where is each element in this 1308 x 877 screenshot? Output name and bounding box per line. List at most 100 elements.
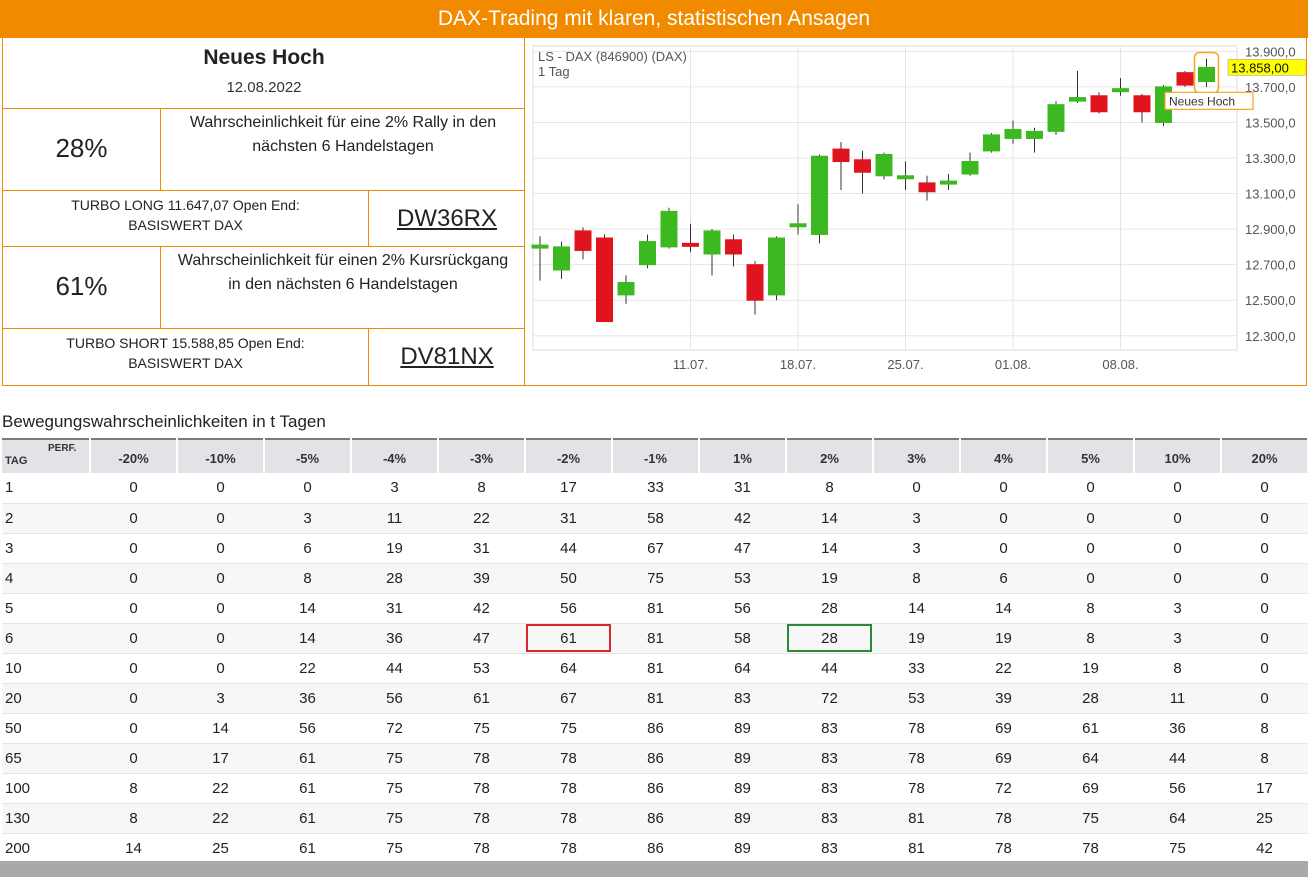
table-cell: 89	[699, 803, 786, 834]
table-row: 6 0 0 14 36 47 61 81 58 28 19 19 8 3 0	[2, 623, 1308, 654]
decline-probability-row: 61% Wahrscheinlichkeit für einen 2% Kurs…	[3, 247, 525, 329]
candle	[961, 152, 979, 176]
y-tick-label: 12.700,0	[1245, 258, 1296, 273]
candle-body-up	[961, 161, 979, 175]
signal-date: 12.08.2022	[226, 79, 302, 96]
candle-body-up	[1069, 97, 1086, 102]
table-cell: 28	[351, 563, 438, 594]
table-cell: 75	[525, 713, 612, 744]
table-cell: 78	[1047, 833, 1134, 864]
table-row: 5 0 0 14 31 42 56 81 56 28 14 14 8 3 0	[2, 593, 1308, 624]
table-cell: 0	[177, 563, 264, 594]
candle	[1047, 101, 1065, 135]
candle-body-up	[531, 244, 549, 249]
long-product-line1: TURBO LONG 11.647,07 Open End:	[71, 197, 300, 213]
plot-frame	[532, 45, 1238, 351]
table-cell: 50	[525, 563, 612, 594]
table-cell: 3	[873, 533, 960, 564]
table-cell: 64	[1047, 743, 1134, 774]
table-cell: 0	[90, 473, 177, 504]
table-cell: 64	[1134, 803, 1221, 834]
table-cell: 86	[612, 833, 699, 864]
row-day-label: 1	[2, 473, 90, 504]
table-cell: 22	[177, 773, 264, 804]
column-header: -3%	[438, 438, 526, 473]
table-cell: 39	[438, 563, 525, 594]
table-cell: 14	[786, 503, 873, 534]
table-cell: 75	[351, 773, 438, 804]
table-cell: 83	[786, 773, 873, 804]
candle	[1133, 94, 1151, 123]
table-cell: 83	[786, 713, 873, 744]
table-cell: 53	[438, 653, 525, 684]
table-cell: 0	[90, 743, 177, 774]
candle-body-down	[596, 237, 613, 323]
candle	[1176, 70, 1194, 87]
table-cell: 17	[525, 473, 612, 504]
table-cell: 19	[1047, 653, 1134, 684]
table-cell: 58	[612, 503, 699, 534]
table-cell: 14	[873, 593, 960, 624]
table-cell: 0	[264, 473, 351, 504]
table-cell: 81	[612, 653, 699, 684]
decline-probability-description: Wahrscheinlichkeit für einen 2% Kursrück…	[161, 247, 525, 328]
table-cell: 81	[612, 623, 699, 654]
table-cell: 0	[177, 623, 264, 654]
table-cell: 8	[264, 563, 351, 594]
table-cell: 19	[960, 623, 1047, 654]
table-cell: 22	[177, 803, 264, 834]
candle	[746, 261, 764, 315]
table-cell: 78	[438, 743, 525, 774]
table-header-row: PERF. TAG -20% -10% -5% -4% -3% -2% -1% 1% 2% 3% 4…	[2, 438, 1308, 473]
table-cell: 78	[438, 833, 525, 864]
table-cell: 8	[1047, 593, 1134, 624]
rally-desc-line2: nächsten 6 Handelstagen	[252, 138, 434, 155]
table-cell: 14	[786, 533, 873, 564]
row-day-label: 50	[2, 713, 90, 744]
annotation-label: Neues Hoch	[1169, 94, 1235, 108]
last-price-box	[1227, 59, 1306, 76]
annotation-box	[1164, 91, 1254, 110]
table-cell: 0	[90, 503, 177, 534]
short-product-link[interactable]: DV81NX	[400, 343, 494, 370]
column-header: -1%	[612, 438, 700, 473]
table-cell: 11	[351, 503, 438, 534]
table-cell: 75	[612, 563, 699, 594]
table-cell: 31	[525, 503, 612, 534]
table-cell: 61	[264, 773, 351, 804]
table-cell: 22	[438, 503, 525, 534]
table-cell: 72	[351, 713, 438, 744]
row-day-label: 200	[2, 833, 90, 864]
decline-probability-value: 61%	[3, 247, 161, 328]
table-cell: 22	[960, 653, 1047, 684]
candle-body-down	[574, 230, 592, 251]
table-row: 100 8 22 61 75 78 78 86 89 83 78 72 69 56 17	[2, 773, 1308, 804]
candle	[897, 161, 914, 190]
table-cell: 8	[90, 773, 177, 804]
column-header: -2%	[525, 438, 613, 473]
table-cell: 56	[525, 593, 612, 624]
long-product-description: TURBO LONG 11.647,07 Open End: BASISWERT…	[3, 191, 369, 246]
table-cell: 83	[786, 833, 873, 864]
table-cell: 61	[264, 743, 351, 774]
last-price-label: 13.858,00	[1231, 60, 1289, 75]
table-cell: 0	[177, 593, 264, 624]
column-header: 3%	[873, 438, 961, 473]
horizontal-scrollbar[interactable]	[0, 861, 1308, 877]
table-cell: 28	[1047, 683, 1134, 714]
table-cell: 0	[1047, 563, 1134, 594]
table-cell: 8	[873, 563, 960, 594]
table-cell: 86	[612, 773, 699, 804]
row-day-label: 130	[2, 803, 90, 834]
column-header: 5%	[1047, 438, 1135, 473]
table-cell: 0	[1221, 653, 1308, 684]
table-cell: 64	[525, 653, 612, 684]
table-row: 10 0 0 22 44 53 64 81 64 44 33 22 19 8 0	[2, 653, 1308, 684]
y-tick-label: 12.900,0	[1245, 222, 1296, 237]
table-cell: 6	[264, 533, 351, 564]
candle-body-down	[725, 239, 742, 255]
table-cell: 3	[1134, 623, 1221, 654]
table-cell: 0	[960, 533, 1047, 564]
long-product-link[interactable]: DW36RX	[396, 205, 498, 232]
candle	[1112, 78, 1129, 96]
